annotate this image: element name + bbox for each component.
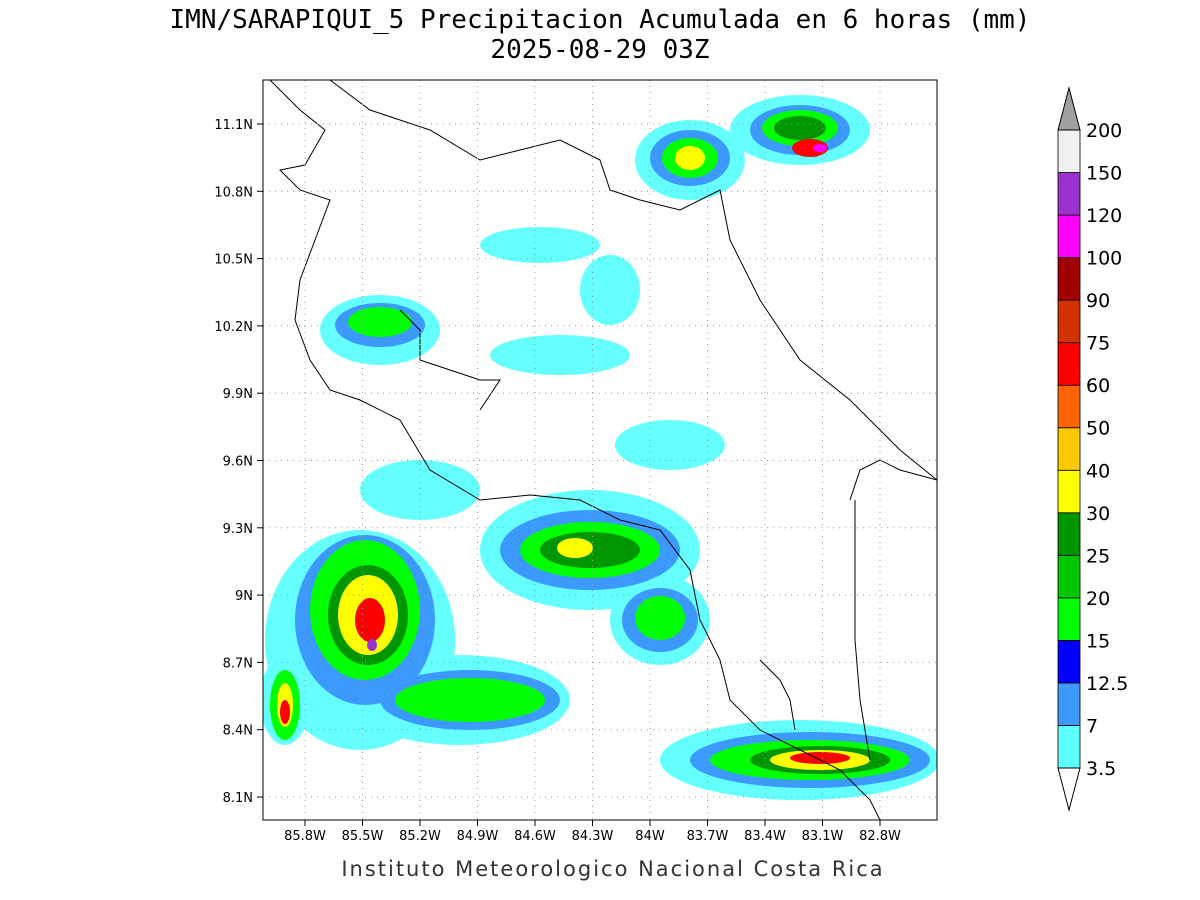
colorbar-label: 12.5 xyxy=(1086,673,1128,695)
colorbar-label: 7 xyxy=(1086,715,1098,737)
colorbar-label: 90 xyxy=(1086,290,1110,312)
colorbar-label: 50 xyxy=(1086,418,1110,440)
x-tick-label: 83.7W xyxy=(687,829,729,844)
x-tick-label: 85.8W xyxy=(284,829,326,844)
y-tick-label: 8.4N xyxy=(223,724,253,739)
colorbar-box xyxy=(1057,427,1081,471)
colorbar-box xyxy=(1057,129,1081,173)
x-tick-label: 84.3W xyxy=(572,829,614,844)
colorbar-label: 25 xyxy=(1086,545,1110,567)
colorbar-box xyxy=(1057,384,1081,429)
colorbar-label: 120 xyxy=(1086,205,1122,227)
title: IMN/SARAPIQUI_5 Precipitacion Acumulada … xyxy=(170,5,1031,35)
colorbar-box xyxy=(1057,725,1081,769)
x-tick-label: 84W xyxy=(635,829,665,844)
colorbar-label: 20 xyxy=(1086,588,1110,610)
colorbar-label: 150 xyxy=(1086,163,1122,185)
colorbar-label: 30 xyxy=(1086,503,1110,525)
colorbar-label: 200 xyxy=(1086,120,1122,142)
colorbar-box xyxy=(1057,342,1081,386)
colorbar-label: 40 xyxy=(1086,460,1110,482)
x-tick-label: 84.6W xyxy=(514,829,556,844)
colorbar-box xyxy=(1057,469,1081,514)
subtitle: 2025-08-29 03Z xyxy=(490,35,709,65)
colorbar-box xyxy=(1057,597,1081,641)
y-tick-label: 9.6N xyxy=(223,455,253,470)
colorbar-box xyxy=(1057,554,1081,599)
map-frame xyxy=(262,79,938,821)
y-tick-label: 10.5N xyxy=(214,253,253,268)
x-tick-label: 85.2W xyxy=(399,829,441,844)
y-tick-label: 9.3N xyxy=(223,522,253,537)
colorbar-box xyxy=(1057,512,1081,556)
colorbar-box xyxy=(1057,299,1081,344)
colorbar-label: 60 xyxy=(1086,375,1110,397)
x-tick-label: 85.5W xyxy=(342,829,384,844)
colorbar-label: 3.5 xyxy=(1086,758,1116,780)
y-tick-label: 9.9N xyxy=(223,387,253,402)
colorbar-label: 15 xyxy=(1086,630,1110,652)
y-tick-label: 9N xyxy=(235,589,253,604)
x-tick-label: 84.9W xyxy=(457,829,499,844)
colorbar-under xyxy=(1057,767,1081,812)
colorbar-label: 100 xyxy=(1086,248,1122,270)
colorbar-box xyxy=(1057,682,1081,726)
colorbar-box xyxy=(1057,214,1081,258)
colorbar-over xyxy=(1057,86,1081,131)
colorbar-box xyxy=(1057,640,1081,684)
x-tick-label: 83.4W xyxy=(744,829,786,844)
y-tick-label: 8.1N xyxy=(223,791,253,806)
y-tick-label: 10.8N xyxy=(214,185,253,200)
colorbar-box xyxy=(1057,172,1081,216)
y-tick-label: 10.2N xyxy=(214,320,253,335)
colorbar-label: 75 xyxy=(1086,333,1110,355)
y-tick-label: 11.1N xyxy=(214,118,253,133)
y-tick-label: 8.7N xyxy=(223,656,253,671)
x-tick-label: 83.1W xyxy=(802,829,844,844)
x-tick-label: 82.8W xyxy=(859,829,901,844)
footer: Instituto Meteorologico Nacional Costa R… xyxy=(341,857,884,881)
colorbar-box xyxy=(1057,257,1081,301)
